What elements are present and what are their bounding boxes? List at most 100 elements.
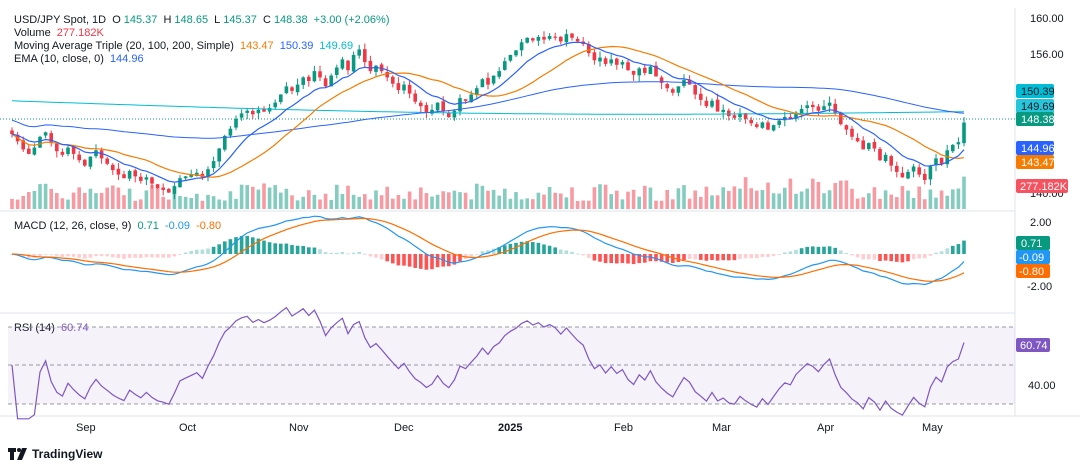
candle-body <box>911 166 916 172</box>
tradingview-logo[interactable]: TradingView <box>8 447 102 461</box>
candle-body <box>262 108 266 112</box>
volume-bar <box>323 193 328 209</box>
candle-body <box>351 54 356 72</box>
candle-body <box>38 136 42 148</box>
volume-bar <box>379 195 384 209</box>
candles <box>10 29 966 200</box>
macd-histogram-bar <box>497 247 501 254</box>
candle-body <box>256 109 261 114</box>
candle-body <box>424 105 429 113</box>
volume-bar <box>883 190 888 209</box>
macd-histogram-bar <box>749 254 753 259</box>
candle-body <box>811 104 815 108</box>
macd-histogram-bar <box>743 254 748 259</box>
volume-bar <box>587 200 591 209</box>
macd-histogram-bar <box>407 254 412 267</box>
candle-body <box>592 52 597 61</box>
macd-histogram-bar <box>508 243 513 254</box>
legend-main: USD/JPY Spot, 1D O 145.37 H 148.65 L 145.37… <box>14 14 393 66</box>
legend-volume-row[interactable]: Volume 277.182K <box>14 27 393 40</box>
candle-body <box>514 50 518 56</box>
candle-body <box>542 36 546 40</box>
macd-histogram-bar <box>883 254 888 261</box>
volume-bar <box>732 186 737 209</box>
volume-bar <box>234 198 238 209</box>
candle-body <box>497 71 501 77</box>
macd-histogram-bar <box>144 254 149 258</box>
volume-bar <box>777 193 781 209</box>
volume-bar <box>99 192 104 209</box>
volume-bar <box>676 188 681 209</box>
macd-line <box>11 215 965 286</box>
macd-histogram-bar <box>195 249 199 254</box>
volume-bar <box>43 183 48 209</box>
candle-body <box>228 128 233 136</box>
volume-bar <box>363 194 367 209</box>
legend-macd[interactable]: MACD (12, 26, close, 9) 0.71 -0.09 -0.80 <box>14 220 224 233</box>
volume-bar <box>206 194 210 209</box>
volume-bar <box>94 193 98 209</box>
symbol-label[interactable]: USD/JPY Spot, 1D <box>14 14 107 26</box>
candle-body <box>491 75 496 84</box>
macd-histogram-bar <box>788 251 793 254</box>
candle-body <box>732 115 737 118</box>
volume-bar <box>889 194 893 209</box>
volume-bar <box>458 192 462 209</box>
macd-histogram-bar <box>738 254 742 259</box>
candle-body <box>771 125 776 131</box>
macd-histogram-bar <box>923 254 927 259</box>
volume-bar <box>900 186 905 209</box>
time-tick-2025: 2025 <box>498 422 522 434</box>
candle-body <box>620 62 625 65</box>
candle-body <box>553 36 557 38</box>
candle-body <box>357 49 361 56</box>
legend-ma-row[interactable]: Moving Average Triple (20, 100, 200, Sim… <box>14 40 393 53</box>
candle-body <box>178 178 182 188</box>
candle-body <box>715 99 720 112</box>
candle-body <box>760 122 765 128</box>
volume-bar <box>833 183 837 209</box>
candle-body <box>217 148 221 162</box>
volume-bar <box>755 190 759 209</box>
volume-bar <box>760 190 765 209</box>
candle-body <box>407 84 412 94</box>
volume-bar <box>133 200 137 209</box>
volume-bar <box>603 184 608 209</box>
legend-rsi[interactable]: RSI (14) 60.74 <box>14 322 92 335</box>
volume-bar <box>536 192 541 209</box>
volume-bar <box>699 196 703 209</box>
candle-body <box>435 102 440 111</box>
volume-bar <box>766 182 770 209</box>
candle-body <box>295 84 300 93</box>
volume-bar <box>284 188 289 209</box>
volume-bar <box>542 194 546 209</box>
candle-body <box>211 161 216 169</box>
macd-histogram-bar <box>547 245 552 254</box>
candle-body <box>928 166 933 180</box>
candle-body <box>833 103 837 114</box>
macd-histogram-bar <box>200 249 205 254</box>
rsi-band <box>8 327 1015 404</box>
volume-bar <box>799 191 804 209</box>
macd-histogram-bar <box>71 254 76 257</box>
macd-histogram-bar <box>911 254 916 260</box>
macd-histogram-bar <box>475 254 479 255</box>
legend-ema-row[interactable]: EMA (10, close, 0) 144.96 <box>14 53 393 66</box>
volume-bar <box>475 183 479 209</box>
candle-body <box>531 38 535 41</box>
volume-bar <box>659 200 664 209</box>
badge-signal-bg <box>1016 250 1050 264</box>
volume-bar <box>564 197 569 209</box>
volume-bar <box>592 187 597 209</box>
candle-body <box>66 147 70 155</box>
volume-bar <box>340 193 345 209</box>
macd-histogram-bar <box>251 237 255 254</box>
macd-histogram-bar <box>794 249 798 254</box>
volume-bar <box>111 185 115 209</box>
volume-bar <box>419 187 423 209</box>
volume-bar <box>525 198 529 209</box>
close-label: C <box>262 14 271 26</box>
candle-body <box>469 94 473 103</box>
open-label: O <box>112 14 121 26</box>
